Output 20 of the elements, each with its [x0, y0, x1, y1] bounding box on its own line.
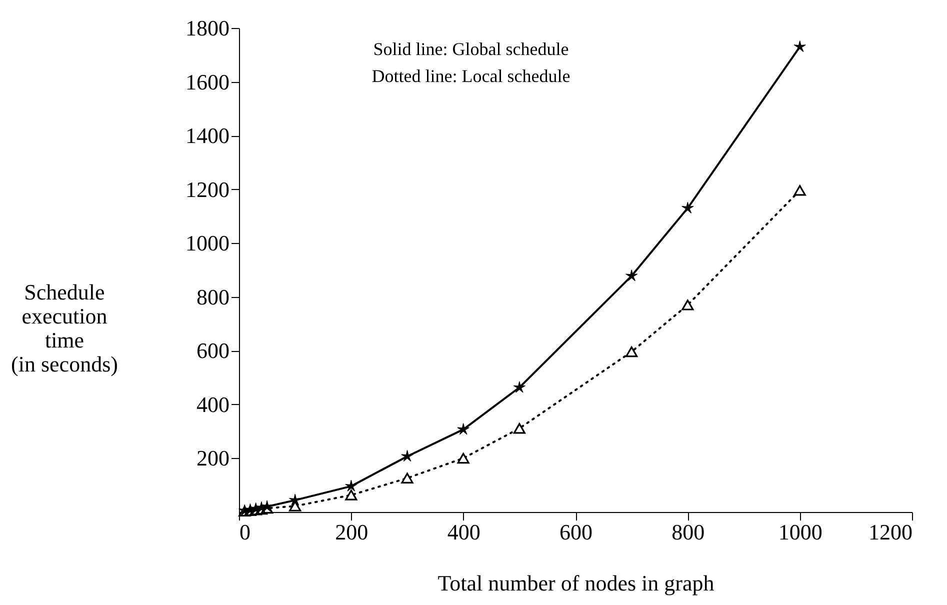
- y-tick-label: 800: [196, 284, 230, 310]
- y-tick-label: 200: [196, 446, 230, 471]
- x-tick-label: 800: [672, 520, 705, 544]
- x-tick-label: 600: [560, 520, 592, 544]
- y-tick-label: 400: [196, 392, 230, 417]
- x-tick-label: 0: [240, 520, 250, 544]
- y-axis-title: Schedule execution time (in seconds): [11, 280, 118, 376]
- annotation: Solid line: Global schedule: [373, 39, 569, 59]
- x-axis-title: Total number of nodes in graph: [438, 570, 714, 596]
- y-tick-label: 1200: [186, 176, 230, 202]
- x-tick-label: 200: [335, 520, 368, 544]
- y-tick-label: 1800: [186, 16, 230, 40]
- y-tick-label: 1000: [186, 230, 230, 256]
- annotation: Dotted line: Local schedule: [372, 66, 570, 86]
- x-tick-label: 1200: [868, 520, 912, 544]
- x-tick-label: 400: [447, 520, 480, 544]
- y-tick-label: 1600: [186, 69, 230, 94]
- y-tick-label: 600: [196, 338, 230, 364]
- x-tick-label: 1000: [778, 520, 822, 544]
- y-tick-label: 1400: [186, 123, 230, 148]
